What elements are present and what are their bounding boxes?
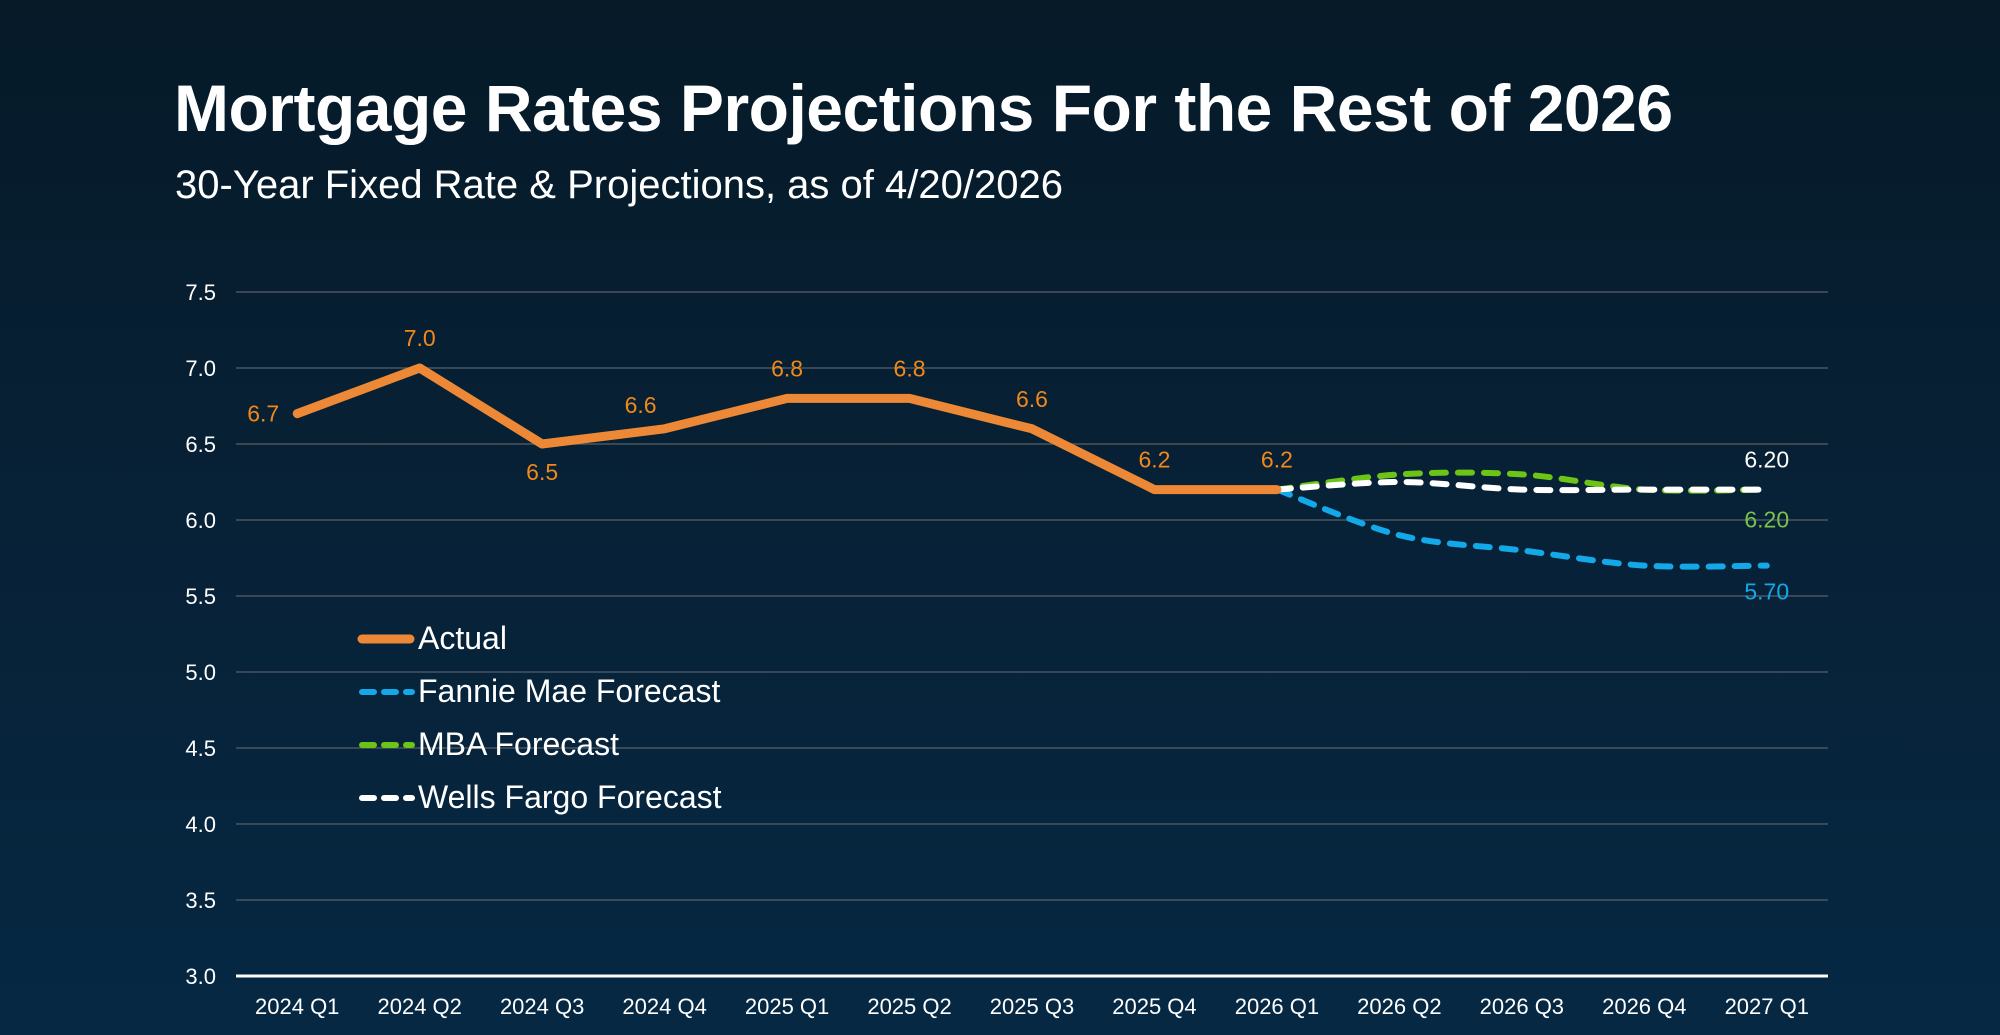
y-tick-label: 4.0 bbox=[185, 812, 216, 837]
legend-item-wells-fargo[interactable]: Wells Fargo Forecast bbox=[356, 771, 722, 824]
data-label-actual: 6.2 bbox=[1261, 447, 1293, 473]
series-line-wells-fargo bbox=[1273, 479, 1770, 494]
chart-subtitle: 30-Year Fixed Rate & Projections, as of … bbox=[175, 163, 1063, 207]
chart-title: Mortgage Rates Projections For the Rest … bbox=[174, 71, 1673, 145]
x-tick-label: 2025 Q3 bbox=[990, 994, 1074, 1019]
legend-swatch-mba bbox=[359, 741, 415, 748]
x-tick-label: 2025 Q4 bbox=[1112, 994, 1196, 1019]
data-label-mba: 6.20 bbox=[1744, 507, 1789, 533]
data-label-actual: 7.0 bbox=[404, 325, 436, 351]
y-tick-label: 7.5 bbox=[185, 280, 216, 305]
data-labels: 6.7 7.0 6.5 6.6 6.8 6.8 6.6 6.2 6.2 5.70 6.20 6.20 bbox=[247, 325, 1789, 605]
x-tick-label: 2024 Q1 bbox=[255, 994, 339, 1019]
series-line-mba bbox=[1273, 469, 1770, 494]
x-tick-label: 2026 Q2 bbox=[1357, 994, 1441, 1019]
data-label-actual: 6.6 bbox=[1016, 386, 1048, 412]
x-tick-label: 2024 Q2 bbox=[377, 994, 461, 1019]
data-label-actual: 6.2 bbox=[1138, 447, 1170, 473]
gridlines bbox=[236, 291, 1828, 978]
x-tick-label: 2026 Q4 bbox=[1602, 994, 1686, 1019]
legend-label: Fannie Mae Forecast bbox=[418, 673, 721, 709]
x-tick-label: 2025 Q2 bbox=[867, 994, 951, 1019]
x-tick-label: 2027 Q1 bbox=[1725, 994, 1809, 1019]
legend-label: Actual bbox=[418, 620, 507, 656]
y-tick-label: 5.5 bbox=[185, 584, 216, 609]
series-line-actual bbox=[292, 363, 1282, 495]
y-tick-label: 6.5 bbox=[185, 432, 216, 457]
data-label-actual: 6.6 bbox=[625, 392, 657, 418]
data-label-actual: 6.7 bbox=[247, 401, 279, 427]
y-axis-ticks: 3.0 3.5 4.0 4.5 5.0 5.5 6.0 6.5 7.0 7.5 bbox=[185, 280, 216, 989]
x-tick-label: 2024 Q4 bbox=[622, 994, 706, 1019]
legend: Actual Fannie Mae Forecast MBA Forecast … bbox=[356, 612, 722, 824]
y-tick-label: 3.0 bbox=[185, 964, 216, 989]
legend-item-actual[interactable]: Actual bbox=[356, 612, 722, 665]
legend-swatch-wells-fargo bbox=[359, 794, 415, 801]
y-tick-label: 6.0 bbox=[185, 508, 216, 533]
legend-swatch-actual bbox=[357, 634, 415, 643]
y-tick-label: 7.0 bbox=[185, 356, 216, 381]
data-label-actual: 6.8 bbox=[894, 355, 926, 381]
series-lines bbox=[292, 363, 1770, 570]
data-label-actual: 6.8 bbox=[771, 355, 803, 381]
x-tick-label: 2026 Q1 bbox=[1235, 994, 1319, 1019]
y-tick-label: 3.5 bbox=[185, 888, 216, 913]
x-tick-label: 2025 Q1 bbox=[745, 994, 829, 1019]
data-label-wells-fargo: 6.20 bbox=[1744, 447, 1789, 473]
legend-swatch-fannie-mae bbox=[359, 688, 415, 695]
x-tick-label: 2024 Q3 bbox=[500, 994, 584, 1019]
legend-label: MBA Forecast bbox=[418, 726, 619, 762]
legend-label: Wells Fargo Forecast bbox=[418, 779, 722, 815]
legend-item-fannie-mae[interactable]: Fannie Mae Forecast bbox=[356, 665, 722, 718]
data-label-actual: 6.5 bbox=[526, 459, 558, 485]
y-tick-label: 5.0 bbox=[185, 660, 216, 685]
series-line-fannie-mae bbox=[1273, 486, 1770, 570]
y-tick-label: 4.5 bbox=[185, 736, 216, 761]
legend-item-mba[interactable]: MBA Forecast bbox=[356, 718, 722, 771]
data-label-fannie-mae: 5.70 bbox=[1744, 579, 1789, 605]
x-tick-label: 2026 Q3 bbox=[1480, 994, 1564, 1019]
x-axis-ticks: 2024 Q1 2024 Q2 2024 Q3 2024 Q4 2025 Q1 2025 … bbox=[255, 994, 1809, 1019]
